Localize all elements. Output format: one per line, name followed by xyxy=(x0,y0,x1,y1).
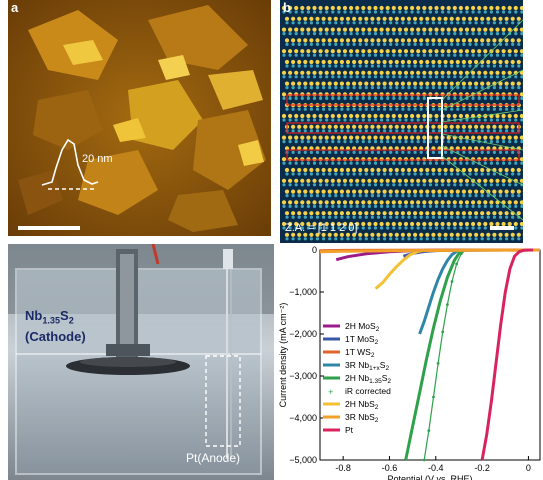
series-line xyxy=(374,248,425,290)
series-line xyxy=(319,248,541,254)
legend-label: 1T MoS2 xyxy=(345,334,379,346)
series-point xyxy=(432,395,435,399)
series-point xyxy=(455,262,459,266)
y-tick-label: −2,000 xyxy=(289,329,317,339)
legend-label: Pt xyxy=(345,425,354,435)
panel-label-b: b xyxy=(283,0,291,15)
y-tick-label: −3,000 xyxy=(289,371,317,381)
legend-label: iR corrected xyxy=(345,386,391,396)
anode-label: Pt(Anode) xyxy=(186,451,241,465)
stem-image-panel: b Z.A. = [1 1 2 0] xyxy=(280,0,523,243)
y-tick-label: −4,000 xyxy=(289,413,317,423)
afm-image-panel: a 20 nm xyxy=(8,0,271,236)
series-point xyxy=(441,330,445,334)
series-point xyxy=(436,362,440,365)
x-axis-label: Potential (V vs. RHE) xyxy=(387,474,472,480)
y-tick-label: −5,000 xyxy=(289,455,317,465)
stem-image xyxy=(280,0,523,243)
polarization-chart-panel: 0 −1,000 −2,000 −3,000 −4,000 −5,000 -0.8 -0.6 -… xyxy=(274,244,543,480)
series-point xyxy=(422,458,426,462)
legend-label: 2H MoS2 xyxy=(345,321,380,333)
x-tick-label: -0.6 xyxy=(382,463,398,473)
y-tick-label: 0 xyxy=(312,245,317,255)
legend-label: 3R NbS2 xyxy=(345,412,379,424)
x-tick-label: -0.2 xyxy=(474,463,490,473)
x-tick-label: -0.4 xyxy=(428,463,444,473)
legend-label: 2H NbS2 xyxy=(345,399,379,411)
series-point xyxy=(427,429,431,432)
series-point xyxy=(459,252,463,256)
legend-label: 2H Nb1.35S2 xyxy=(345,373,391,385)
series-point xyxy=(445,303,449,306)
series-line xyxy=(480,248,534,461)
series-line xyxy=(418,248,460,335)
series-point xyxy=(450,280,454,283)
legend-label: 3R Nb1+xS2 xyxy=(345,360,389,372)
y-axis-label: Current density (mA cm⁻²) xyxy=(278,303,288,408)
y-tick-label: −1,000 xyxy=(289,287,317,297)
cell-photo xyxy=(8,244,274,480)
panel-label-a: a xyxy=(11,0,19,15)
series-line xyxy=(404,248,465,461)
x-tick-label: -0.8 xyxy=(335,463,351,473)
legend-marker: + xyxy=(328,387,333,397)
x-tick-label: 0 xyxy=(526,463,531,473)
afm-image xyxy=(8,0,271,236)
afm-height-scale: 20 nm xyxy=(82,153,113,165)
polarization-chart: 0 −1,000 −2,000 −3,000 −4,000 −5,000 -0.8 -0.6 -… xyxy=(278,245,541,480)
cathode-label: Nb1.35S2 (Cathode) xyxy=(25,308,86,344)
series-line xyxy=(423,249,467,461)
legend-label: 1T WS2 xyxy=(345,347,375,359)
zone-axis-label: Z.A. = [1 1 2 0] xyxy=(285,222,358,234)
cell-photo-panel: Nb1.35S2 (Cathode) Pt(Anode) xyxy=(8,244,274,480)
